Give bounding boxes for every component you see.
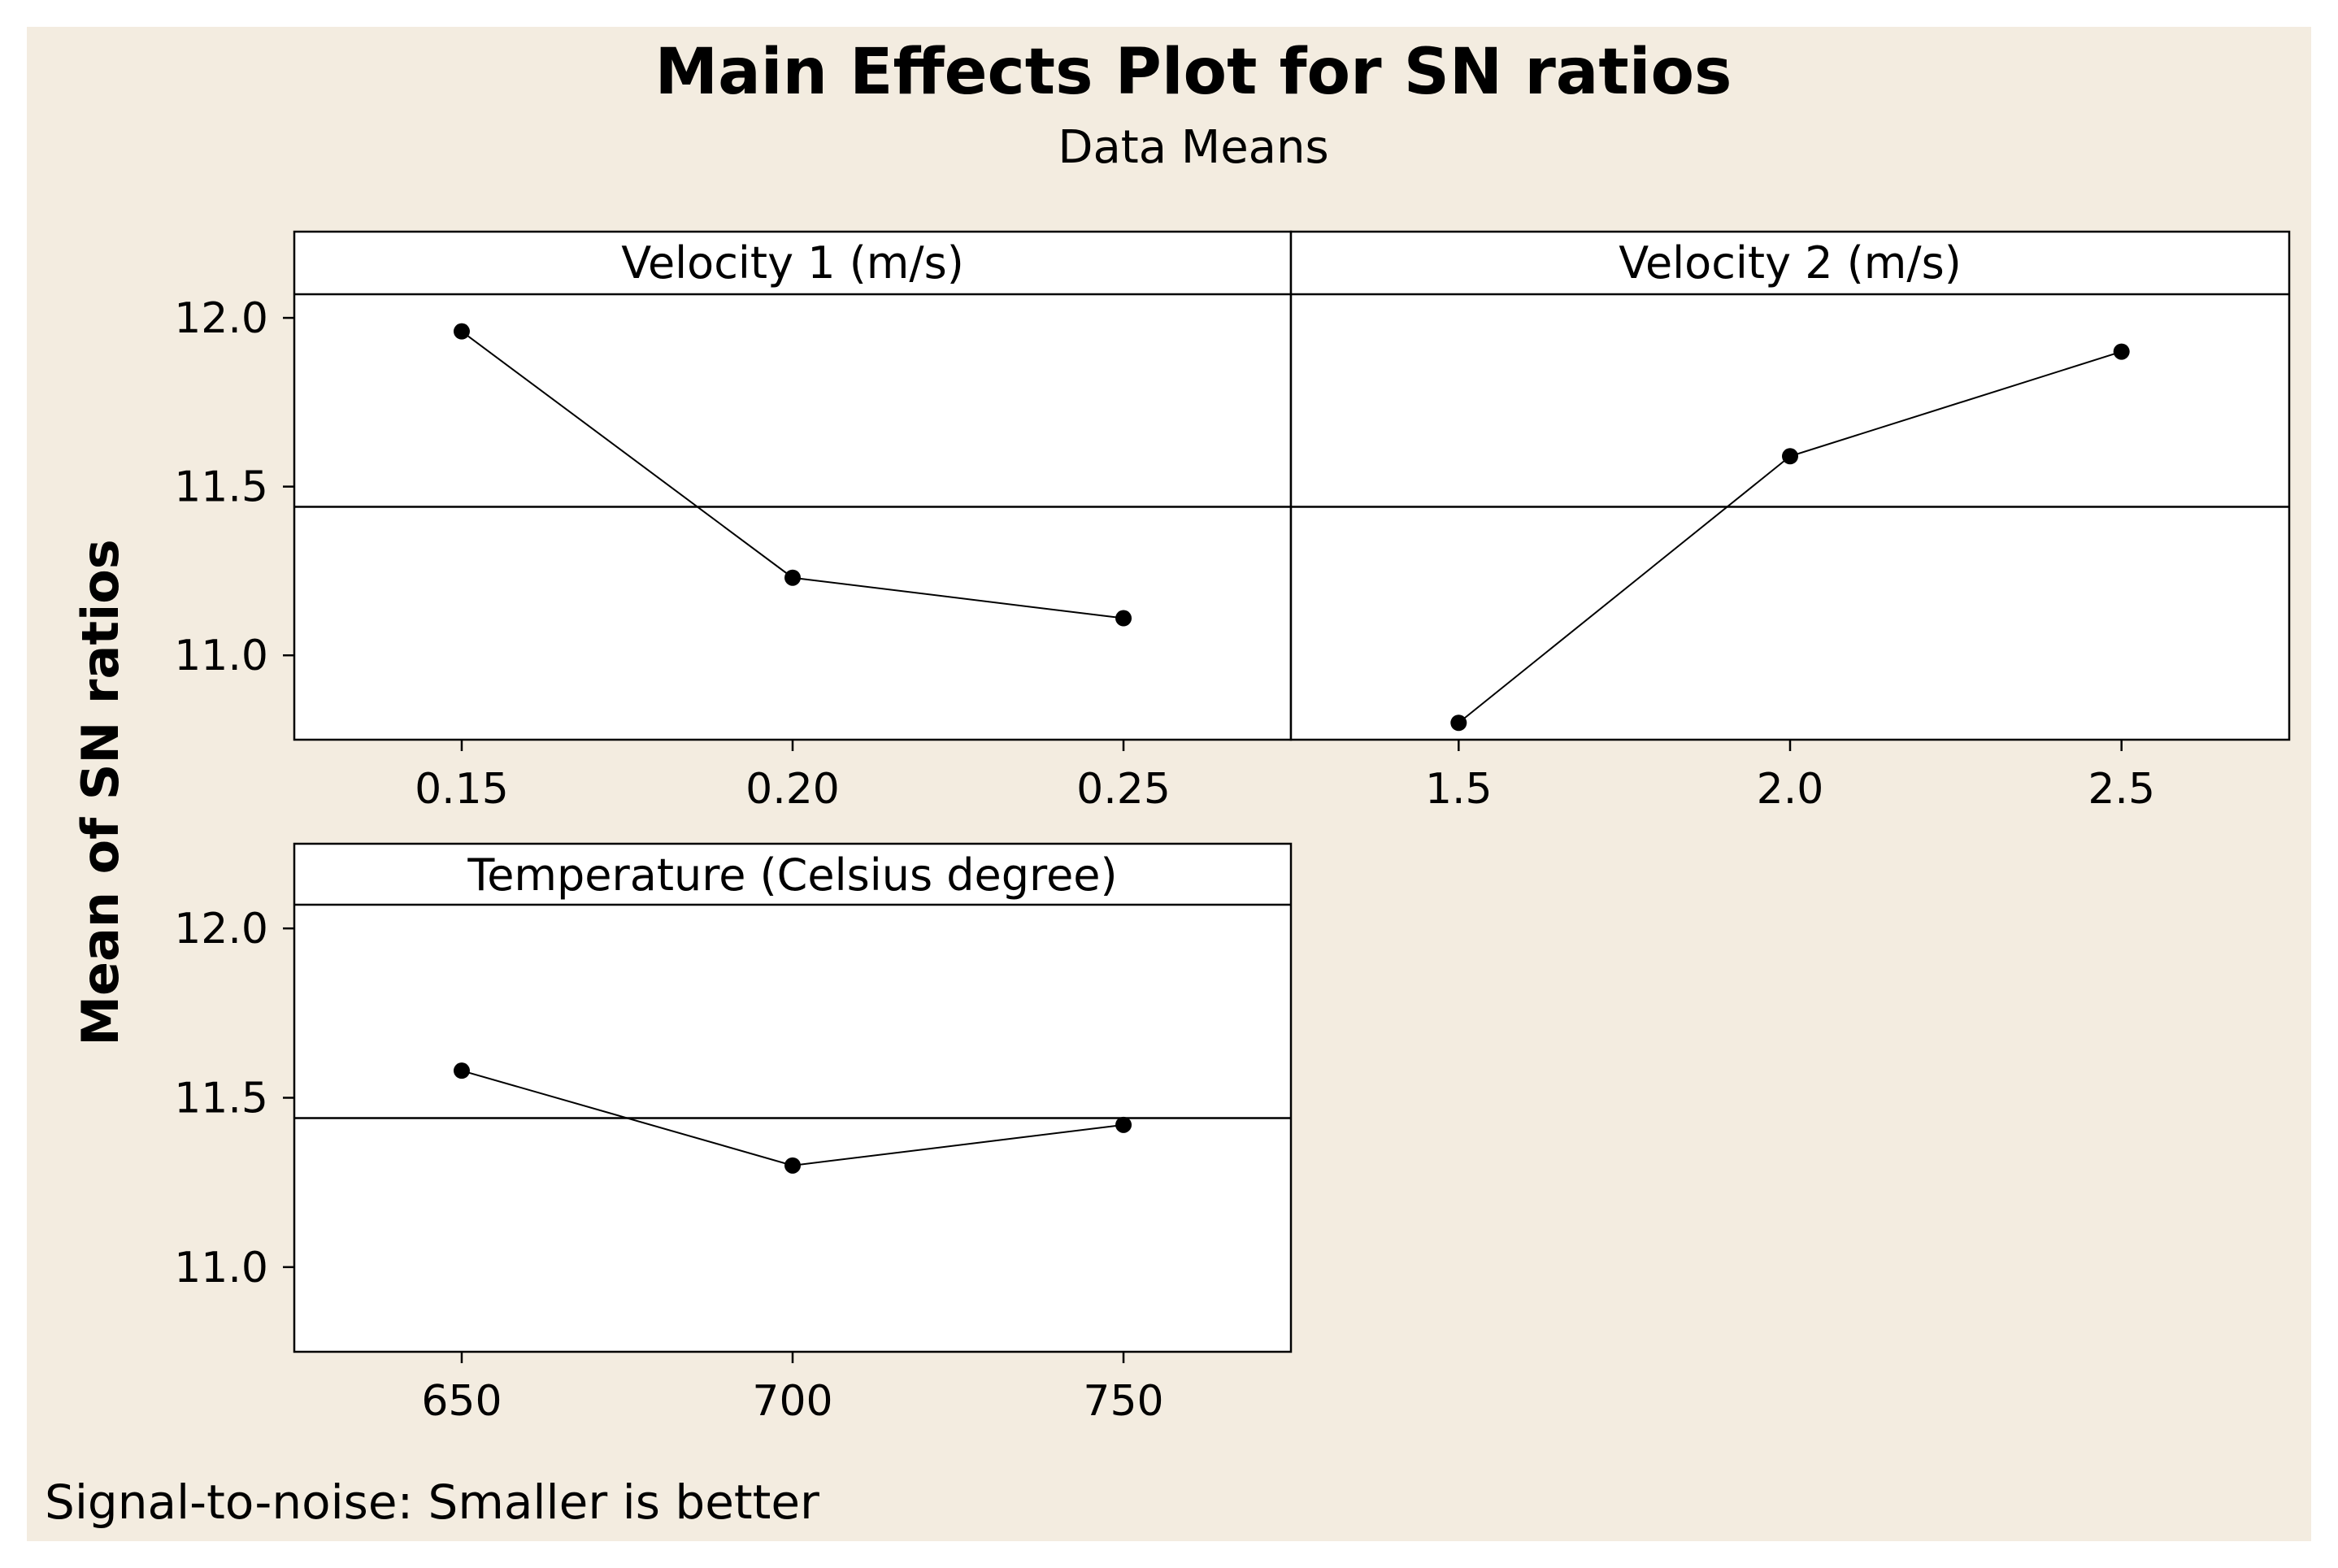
x-tick-label: 2.0 (1757, 765, 1824, 814)
chart-title: Main Effects Plot for SN ratios (655, 36, 1732, 109)
y-tick-label: 12.0 (174, 294, 268, 343)
y-axis-label: Mean of SN ratios (71, 539, 130, 1045)
y-tick-label: 11.5 (174, 1075, 268, 1123)
chart-subtitle: Data Means (1058, 121, 1328, 174)
plot-frame (293, 842, 1293, 1353)
data-point (1115, 610, 1132, 627)
x-tick-label: 0.15 (415, 765, 509, 814)
y-tick-label: 12.0 (174, 905, 268, 953)
x-tick-label: 1.5 (1425, 765, 1493, 814)
x-tick-label: 700 (752, 1377, 832, 1426)
y-tick-label: 11.5 (174, 463, 268, 512)
y-tick-label: 11.0 (174, 1244, 268, 1292)
panel-label: Temperature (Celsius degree) (467, 849, 1117, 901)
x-tick-label: 2.5 (2088, 765, 2155, 814)
x-tick-label: 0.25 (1076, 765, 1171, 814)
x-tick-label: 750 (1083, 1377, 1163, 1426)
panel-label: Velocity 1 (m/s) (621, 237, 964, 289)
panels: Velocity 1 (m/s) 11.0 11.5 12.0 0.15 0.20 0.25… (174, 230, 2291, 1426)
plot-frame (1289, 230, 2291, 741)
x-tick-label: 0.20 (745, 765, 840, 814)
plot-frame (293, 230, 1293, 741)
data-point (784, 1157, 801, 1174)
data-point (1782, 448, 1798, 465)
footnote: Signal-to-noise: Smaller is better (45, 1475, 819, 1530)
panel-velocity-2: Velocity 2 (m/s) 1.5 2.0 2.5 (1289, 230, 2291, 814)
data-point (1450, 715, 1467, 732)
data-point (2113, 343, 2130, 360)
data-point (453, 1062, 470, 1079)
panel-label: Velocity 2 (m/s) (1619, 237, 1962, 289)
panel-temperature: Temperature (Celsius degree) 11.0 11.5 12.0… (174, 842, 1293, 1426)
x-tick-label: 650 (421, 1377, 502, 1426)
data-point (1115, 1116, 1132, 1133)
y-tick-label: 11.0 (174, 632, 268, 680)
data-point (453, 323, 470, 340)
data-point (784, 569, 801, 586)
panel-velocity-1: Velocity 1 (m/s) 11.0 11.5 12.0 0.15 0.20 0.25 (174, 230, 1293, 814)
